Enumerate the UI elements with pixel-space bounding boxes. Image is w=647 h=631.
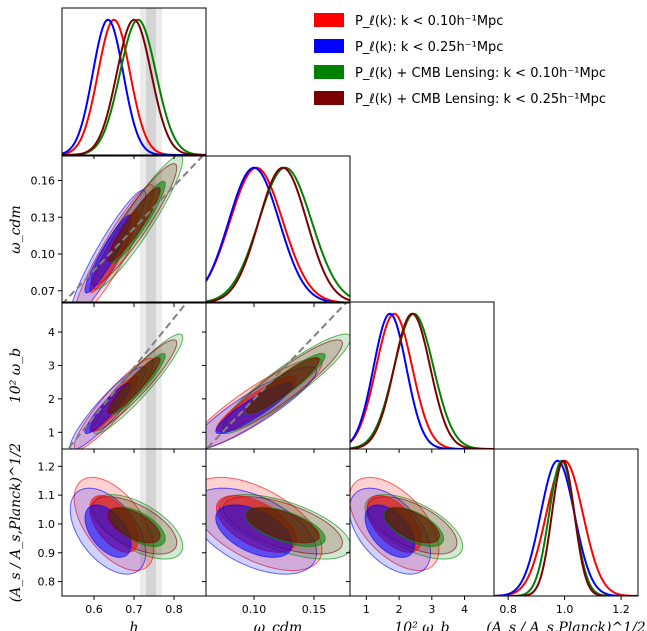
posterior-1d-1-series-2 [206,166,350,303]
ytick-label-As-2: 1.0 [38,518,56,531]
posterior-1d-0-series-0 [62,18,206,155]
ytick-label-omega_cdm-0: 0.07 [31,285,56,298]
xtick-label-h-0: 0.6 [85,603,103,616]
posterior-1d-3-series-1 [494,459,638,596]
yaxis-label-As: (A_s / A_s,Planck)^1/2 [8,443,24,603]
ytick-label-As-1: 0.9 [38,547,56,560]
xtick-label-omega_b-1: 2 [396,603,403,616]
ytick-label-omega_b-0: 1 [48,426,55,439]
ytick-label-omega_b-1: 2 [48,393,55,406]
posterior-1d-1-series-3 [206,166,350,303]
contour-2-0-series-3-68 [107,357,161,414]
panel-frame-1-1 [205,155,351,304]
panel-content-2-0 [66,302,189,449]
legend-label-2: P_ℓ(k) + CMB Lensing: k < 0.10h⁻¹Mpc [355,66,606,81]
xtick-label-h-1: 0.7 [125,603,143,616]
ytick-label-omega_cdm-2: 0.13 [31,211,56,224]
posterior-1d-2-series-3 [350,312,494,449]
posterior-1d-2-series-2 [350,312,494,449]
xtick-label-h-2: 0.8 [165,603,183,616]
xtick-label-omega_b-2: 3 [428,603,435,616]
ytick-label-As-0: 0.8 [38,576,56,589]
xtick-label-As-1: 1.0 [556,603,574,616]
ytick-label-As-3: 1.1 [38,489,56,502]
posterior-1d-0-series-3 [62,18,206,155]
panel-content-3-2 [350,476,464,575]
panel-content-3-3 [494,459,638,596]
degeneracy-line-0 [62,156,204,303]
xaxis-label-As: (A_s / A_s,Planck)^1/2 [486,620,646,631]
ytick-label-omega_b-3: 4 [48,326,55,339]
h-prior-band-inner [146,156,156,303]
contour-3-2-series-3-68 [384,507,440,544]
legend-swatch-0 [314,13,344,27]
xtick-label-omega_b-3: 4 [461,603,468,616]
panel-content-3-1 [206,476,350,575]
legend-swatch-3 [314,91,344,105]
panel-content-0-0 [62,8,206,155]
posterior-1d-1-series-1 [206,166,350,303]
contour-2-1-series-3-68 [245,357,320,414]
posterior-1d-3-series-3 [494,459,638,596]
posterior-1d-2-series-1 [350,312,494,449]
degeneracy-line-2 [206,302,349,449]
xaxis-label-omega_cdm: ω_cdm [254,620,303,631]
contour-3-0-series-3-68 [107,507,161,544]
posterior-1d-1-series-0 [206,166,350,303]
legend: P_ℓ(k): k < 0.10h⁻¹Mpc P_ℓ(k): k < 0.25h… [314,13,606,107]
xtick-label-As-0: 0.8 [499,603,517,616]
xtick-label-omega_cdm-0: 0.10 [242,603,267,616]
panel-content-1-1 [206,166,350,303]
legend-label-1: P_ℓ(k): k < 0.25h⁻¹Mpc [355,40,503,55]
posterior-1d-3-series-2 [494,459,638,596]
contour-3-1-series-3-68 [245,507,320,544]
legend-swatch-2 [314,65,344,79]
panel-content-1-0 [62,156,204,303]
ytick-label-omega_cdm-1: 0.10 [31,248,56,261]
yaxis-label-omega_b: 10² ω_b [8,348,24,403]
ytick-label-As-4: 1.2 [38,460,56,473]
panel-frame-3-3 [493,448,639,597]
xaxis-label-omega_b: 10² ω_b [394,620,449,631]
xaxis-label-h: h [129,620,138,631]
posterior-1d-3-series-0 [494,459,638,596]
panel-content-3-0 [69,449,184,596]
xtick-label-omega_cdm-1: 0.15 [302,603,327,616]
panel-content-2-1 [206,302,350,449]
xtick-label-As-2: 1.2 [612,603,630,616]
degeneracy-line-1 [66,302,189,449]
contour-1-0-series-3-68 [107,186,161,263]
ytick-label-omega_b-2: 3 [48,359,55,372]
panel-content-2-2 [350,312,494,449]
legend-label-0: P_ℓ(k): k < 0.10h⁻¹Mpc [355,14,503,29]
xtick-label-omega_b-0: 1 [363,603,370,616]
legend-label-3: P_ℓ(k) + CMB Lensing: k < 0.25h⁻¹Mpc [355,92,606,107]
legend-swatch-1 [314,39,344,53]
h-prior-band-inner [146,8,156,155]
posterior-1d-0-series-1 [62,18,206,155]
ytick-label-omega_cdm-3: 0.16 [31,175,56,188]
yaxis-label-omega_cdm: ω_cdm [8,205,24,254]
